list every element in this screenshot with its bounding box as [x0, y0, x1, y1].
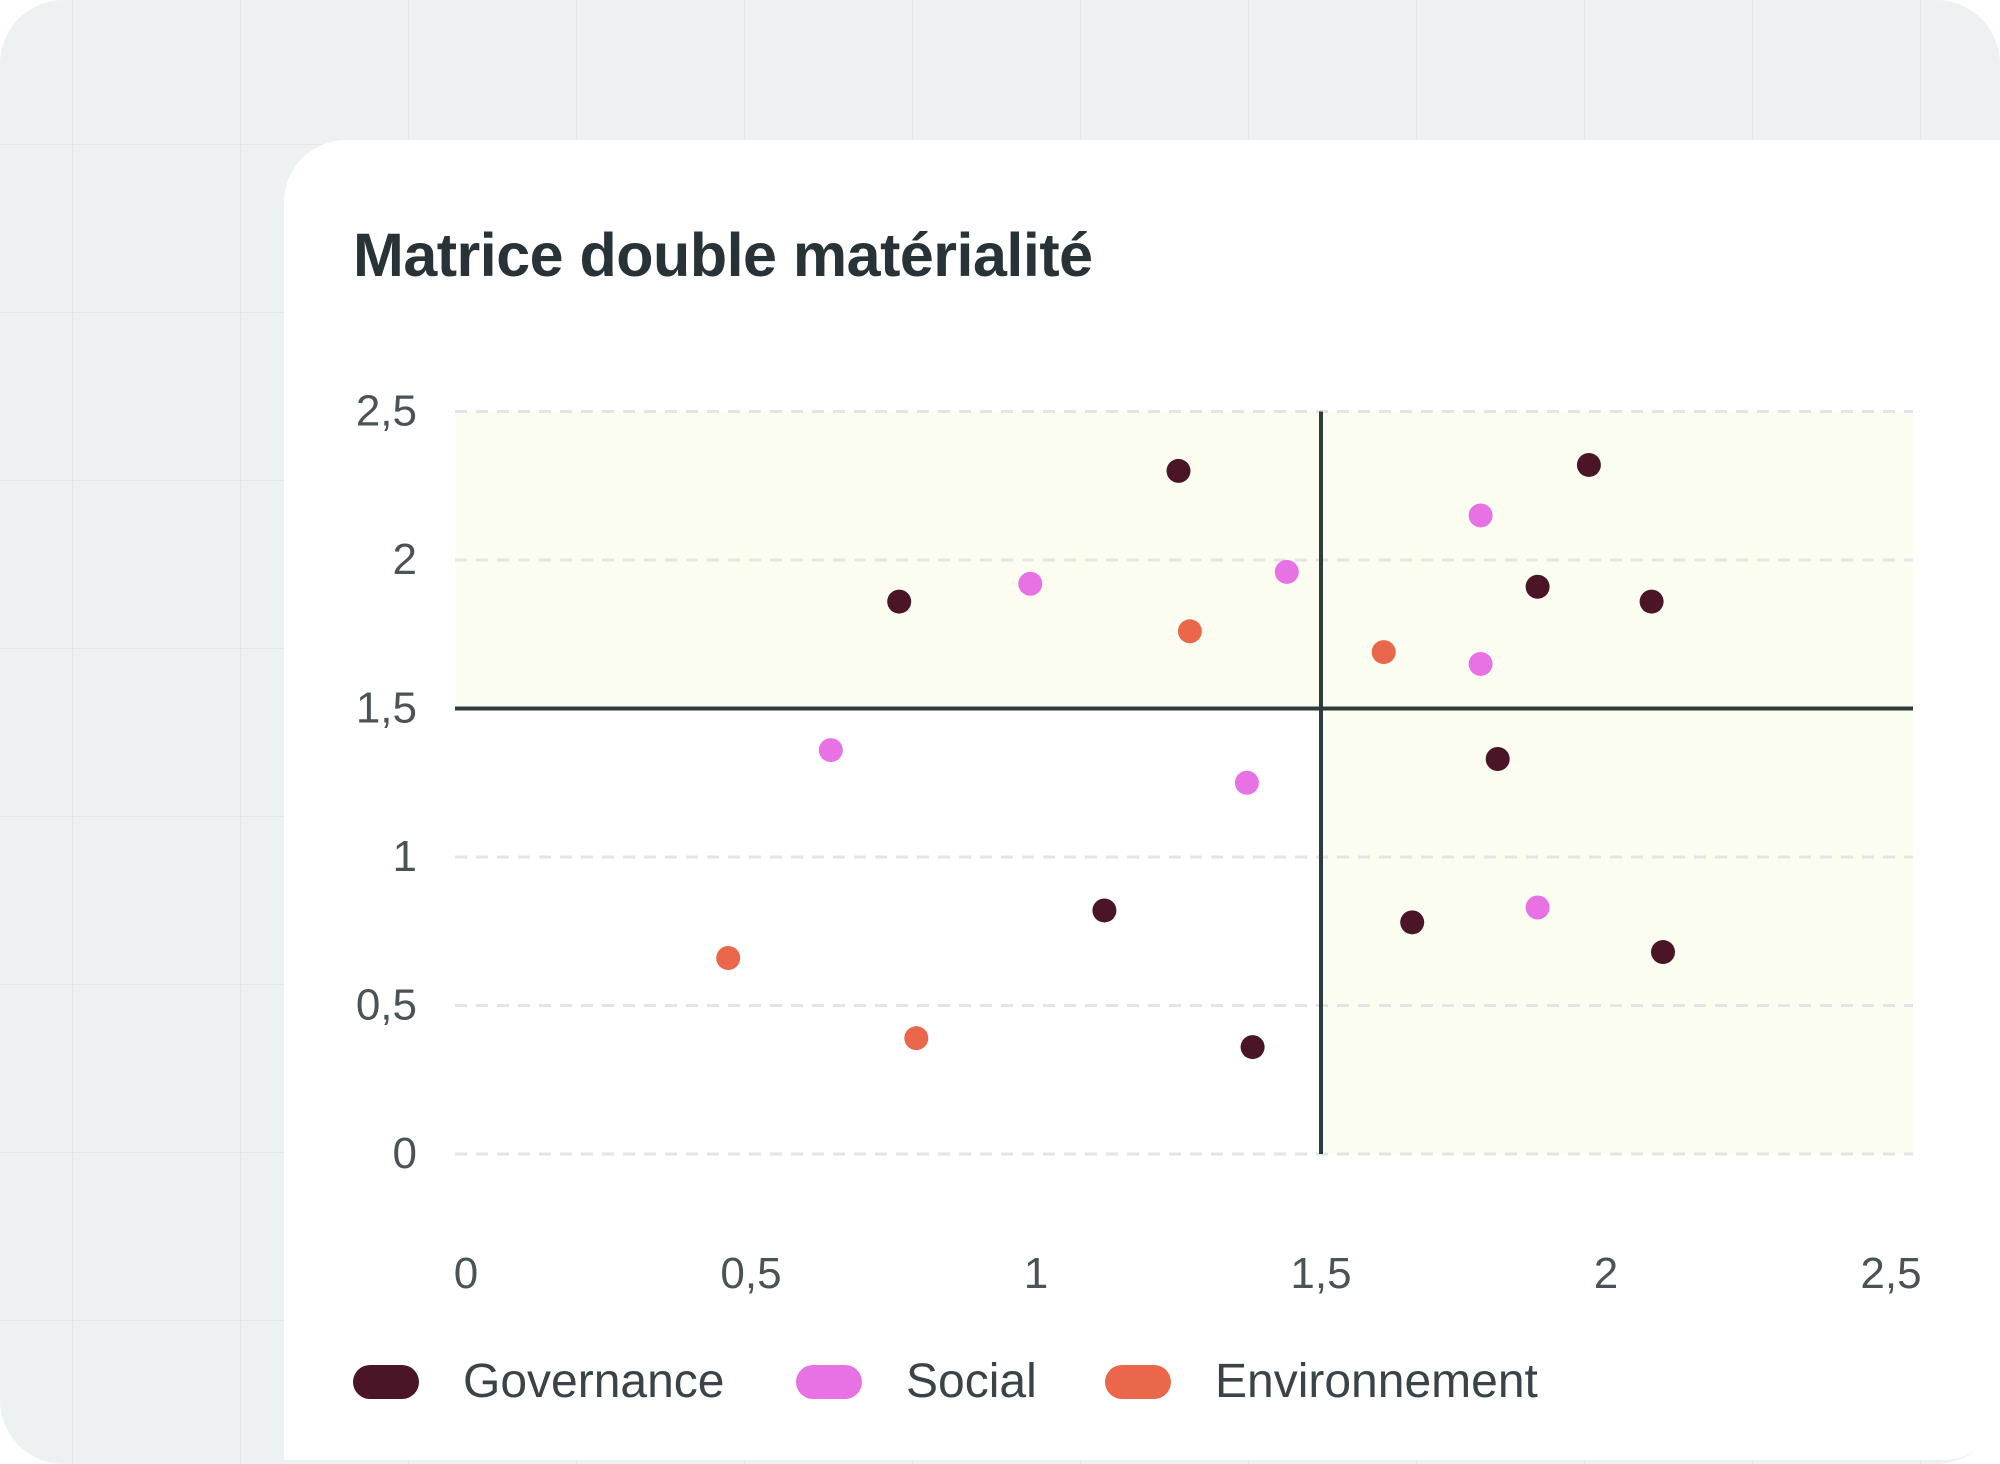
point-environnement: [1177, 619, 1202, 644]
point-governance: [887, 589, 912, 614]
point-governance: [1240, 1035, 1265, 1060]
point-governance: [1400, 910, 1425, 935]
point-environnement: [904, 1026, 929, 1051]
x-tick-label: 2,5: [1860, 1249, 1921, 1298]
legend-item: Environnement: [1105, 1354, 1538, 1409]
point-environnement: [1371, 640, 1396, 665]
x-tick-label: 1: [1024, 1249, 1048, 1298]
point-social: [1274, 559, 1299, 584]
legend-swatch: [353, 1364, 419, 1399]
point-social: [818, 738, 843, 763]
point-governance: [1639, 589, 1664, 614]
y-tick-label: 0: [393, 1129, 417, 1178]
quadrant-shade-right: [1321, 411, 1913, 1154]
x-tick-label: 1,5: [1290, 1249, 1351, 1298]
legend-item: Governance: [353, 1354, 725, 1409]
legend-swatch: [1105, 1364, 1171, 1399]
point-social: [1468, 651, 1493, 676]
x-tick-label: 2: [1594, 1249, 1618, 1298]
point-governance: [1576, 452, 1601, 477]
point-environnement: [716, 945, 741, 970]
legend-swatch: [796, 1364, 862, 1399]
chart-title: Matrice double matérialité: [353, 221, 1093, 289]
x-tick-label: 0,5: [720, 1249, 781, 1298]
y-tick-label: 1,5: [356, 684, 417, 733]
y-tick-label: 0,5: [356, 981, 417, 1030]
point-social: [1234, 770, 1259, 795]
legend-item: Social: [796, 1354, 1037, 1409]
x-tick-label: 0: [454, 1249, 478, 1298]
y-tick-label: 2: [393, 535, 417, 584]
point-governance: [1525, 574, 1550, 599]
y-tick-label: 1: [393, 832, 417, 881]
point-social: [1525, 895, 1550, 920]
legend-label: Governance: [463, 1355, 725, 1408]
point-social: [1468, 503, 1493, 528]
point-governance: [1166, 458, 1191, 483]
point-social: [1018, 571, 1043, 596]
point-governance: [1651, 940, 1675, 965]
point-governance: [1092, 898, 1117, 923]
y-tick-label: 2,5: [356, 387, 417, 436]
legend-label: Environnement: [1215, 1355, 1538, 1408]
legend-label: Social: [906, 1355, 1037, 1408]
point-governance: [1485, 746, 1510, 771]
